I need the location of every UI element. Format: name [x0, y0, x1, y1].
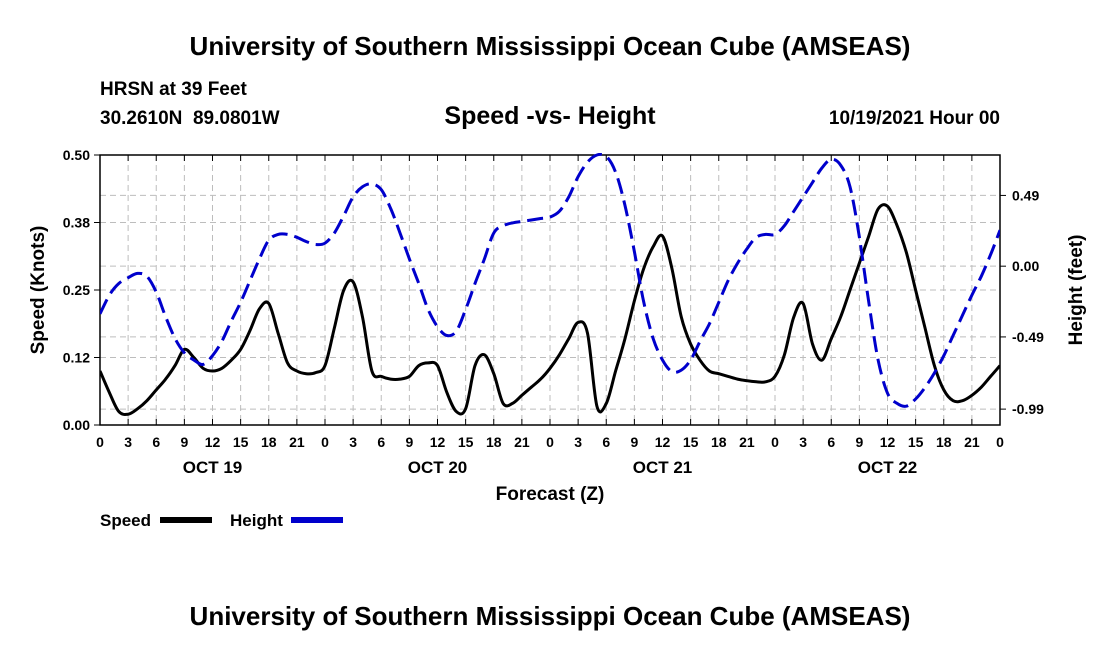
x-tick-label: 0 — [771, 434, 779, 450]
date-label: OCT 20 — [408, 458, 468, 477]
page-title: University of Southern Mississippi Ocean… — [190, 31, 911, 61]
station-name: HRSN at 39 Feet — [100, 79, 247, 100]
x-tick-label: 12 — [430, 434, 446, 450]
legend: Speed Height — [100, 511, 343, 530]
y-right-tick-label: -0.49 — [1012, 329, 1044, 345]
x-tick-label: 6 — [152, 434, 160, 450]
y-right-tick-label: 0.49 — [1012, 187, 1039, 203]
y-axis-right-label: Height (feet) — [1066, 235, 1087, 346]
series-line-speed — [100, 203, 1000, 416]
date-label: OCT 21 — [633, 458, 693, 477]
x-tick-label: 0 — [321, 434, 329, 450]
x-tick-label: 6 — [602, 434, 610, 450]
x-tick-label: 0 — [96, 434, 104, 450]
x-tick-label: 3 — [349, 434, 357, 450]
x-tick-label: 9 — [180, 434, 188, 450]
date-label: OCT 19 — [183, 458, 243, 477]
x-tick-label: 15 — [908, 434, 924, 450]
x-axis-label: Forecast (Z) — [496, 484, 605, 505]
date-label: OCT 22 — [858, 458, 918, 477]
x-tick-label: 0 — [546, 434, 554, 450]
x-tick-label: 9 — [630, 434, 638, 450]
legend-label-height: Height — [230, 511, 283, 530]
x-tick-label: 9 — [405, 434, 413, 450]
x-tick-label: 12 — [655, 434, 671, 450]
y-right-tick-label: 0.00 — [1012, 258, 1039, 274]
y-left-tick-label: 0.50 — [63, 147, 90, 163]
y-right-tick-label: -0.99 — [1012, 401, 1044, 417]
x-tick-label: 6 — [827, 434, 835, 450]
y-left-tick-label: 0.38 — [63, 215, 90, 231]
y-left-tick-label: 0.25 — [63, 282, 90, 298]
axes: 0 3 6 9 12 15 18 21 0 3 6 9 12 15 18 21 0 3 6 9 12 15 18 21 0 3 6 9… — [63, 147, 1044, 477]
x-tick-label: 15 — [458, 434, 474, 450]
x-tick-label: 3 — [574, 434, 582, 450]
chart-title: Speed -vs- Height — [444, 102, 656, 130]
x-tick-label: 12 — [880, 434, 896, 450]
series — [100, 153, 1000, 416]
y-left-tick-label: 0.00 — [63, 417, 90, 433]
x-tick-label: 3 — [124, 434, 132, 450]
grid — [100, 155, 1000, 425]
x-tick-label: 18 — [261, 434, 277, 450]
legend-label-speed: Speed — [100, 511, 151, 530]
x-tick-label: 0 — [996, 434, 1004, 450]
y-axis-left-label: Speed (Knots) — [28, 226, 49, 355]
x-tick-label: 12 — [205, 434, 221, 450]
x-tick-label: 15 — [233, 434, 249, 450]
y-left-tick-label: 0.12 — [63, 350, 90, 366]
x-tick-label: 3 — [799, 434, 807, 450]
x-tick-label: 18 — [711, 434, 727, 450]
x-tick-label: 6 — [377, 434, 385, 450]
x-tick-label: 21 — [514, 434, 530, 450]
x-tick-label: 21 — [964, 434, 980, 450]
footer-title: University of Southern Mississippi Ocean… — [190, 601, 911, 631]
x-tick-label: 18 — [936, 434, 952, 450]
series-line-height — [100, 153, 1000, 408]
x-tick-label: 9 — [855, 434, 863, 450]
forecast-datetime: 10/19/2021 Hour 00 — [829, 108, 1000, 129]
x-tick-label: 21 — [739, 434, 755, 450]
x-tick-label: 21 — [289, 434, 305, 450]
x-tick-label: 15 — [683, 434, 699, 450]
x-tick-label: 18 — [486, 434, 502, 450]
station-coords: 30.2610N 89.0801W — [100, 108, 280, 129]
